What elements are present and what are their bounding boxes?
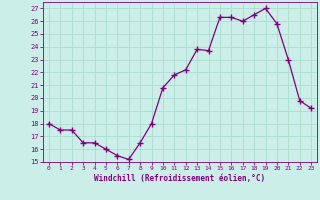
X-axis label: Windchill (Refroidissement éolien,°C): Windchill (Refroidissement éolien,°C): [94, 174, 266, 183]
